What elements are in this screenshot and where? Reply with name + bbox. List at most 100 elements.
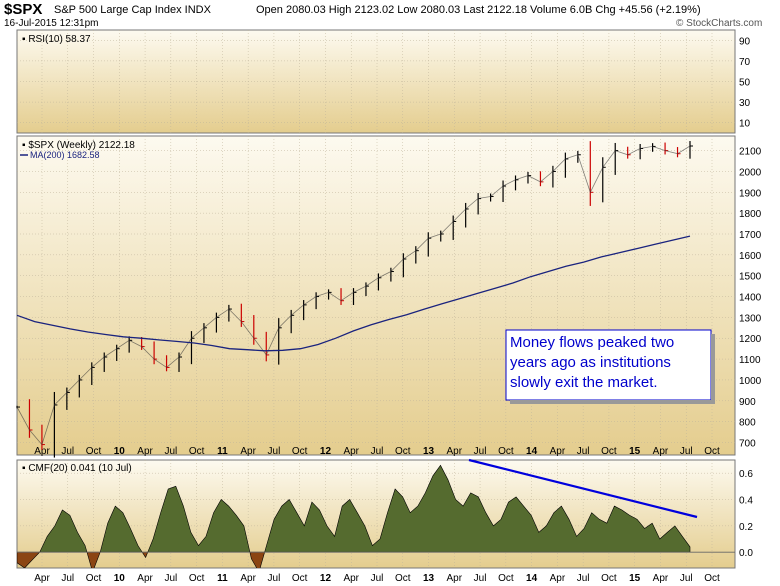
x-tick-label: 12 <box>320 446 332 457</box>
x-tick-label: Apr <box>653 573 669 584</box>
price-y-tick: 1700 <box>739 230 762 241</box>
cmf-area-positive <box>17 464 691 553</box>
x-tick-label: 14 <box>526 446 538 457</box>
x-tick-label: Oct <box>86 446 102 457</box>
price-y-tick: 1800 <box>739 209 762 220</box>
annotation-text: slowly exit the market. <box>510 374 658 391</box>
price-y-tick: 1100 <box>739 355 761 366</box>
x-tick-label: Apr <box>550 446 566 457</box>
rsi-panel-bg <box>16 29 736 134</box>
x-tick-label: Jul <box>268 573 281 584</box>
x-tick-label: Apr <box>34 573 50 584</box>
x-tick-label: Oct <box>395 446 411 457</box>
rsi-label: ▪ RSI(10) 58.37 <box>22 34 91 45</box>
price-panel-bg <box>16 135 736 456</box>
x-tick-label: Jul <box>371 573 384 584</box>
x-tick-label: Oct <box>395 573 411 584</box>
x-tick-label: Jul <box>680 573 693 584</box>
x-tick-label: Apr <box>343 573 359 584</box>
annotation-shadow <box>711 334 715 404</box>
x-tick-label: Oct <box>498 446 514 457</box>
x-tick-label: 11 <box>217 446 228 457</box>
x-tick-label: Jul <box>61 573 74 584</box>
x-tick-label: 10 <box>114 573 126 584</box>
rsi-y-tick: 50 <box>739 78 751 89</box>
price-y-tick: 1600 <box>739 251 762 262</box>
x-tick-label: Apr <box>653 446 669 457</box>
annotation-text: years ago as institutions <box>510 354 671 371</box>
price-y-tick: 1200 <box>739 334 762 345</box>
annotation-shadow <box>510 400 715 404</box>
cmf-trend-line <box>468 458 698 519</box>
price-stats: Open 2080.03 High 2123.02 Low 2080.03 La… <box>256 4 701 16</box>
x-tick-label: Apr <box>240 573 256 584</box>
x-tick-label: Apr <box>137 573 153 584</box>
x-tick-label: Jul <box>474 446 487 457</box>
price-series-label: ▪ $SPX (Weekly) 2122.18 <box>22 140 135 151</box>
x-tick-label: Jul <box>577 446 590 457</box>
x-tick-label: Oct <box>601 573 617 584</box>
x-tick-label: Jul <box>371 446 384 457</box>
x-tick-label: Oct <box>601 446 617 457</box>
x-tick-label: Jul <box>164 573 177 584</box>
x-tick-label: Oct <box>704 573 720 584</box>
price-series-line <box>16 145 691 446</box>
price-y-tick: 800 <box>739 418 756 429</box>
rsi-y-tick: 10 <box>739 119 751 130</box>
x-tick-label: Apr <box>550 573 566 584</box>
x-tick-label: Oct <box>704 446 720 457</box>
x-tick-label: Apr <box>137 446 153 457</box>
price-y-tick: 1500 <box>739 272 762 283</box>
x-tick-label: Jul <box>474 573 487 584</box>
index-name: S&P 500 Large Cap Index INDX <box>54 4 211 16</box>
x-tick-label: Jul <box>164 446 177 457</box>
x-tick-label: Jul <box>680 446 693 457</box>
symbol-title: $SPX <box>4 1 43 18</box>
cmf-y-tick: 0.6 <box>739 469 753 480</box>
x-tick-label: 13 <box>423 446 435 457</box>
x-tick-label: Apr <box>343 446 359 457</box>
annotation-text: Money flows peaked two <box>510 334 674 351</box>
price-y-tick: 1400 <box>739 293 762 304</box>
rsi-y-tick: 70 <box>739 57 751 68</box>
annotation-box <box>505 329 712 401</box>
x-tick-label: 11 <box>217 573 228 584</box>
brand-watermark: © StockCharts.com <box>676 18 763 29</box>
x-tick-label: Apr <box>447 446 463 457</box>
x-tick-label: Apr <box>447 573 463 584</box>
ma200-label: MA(200) 1682.58 <box>30 150 100 160</box>
price-y-tick: 1300 <box>739 313 762 324</box>
x-tick-label: 15 <box>629 573 641 584</box>
price-y-tick: 1000 <box>739 376 762 387</box>
price-y-tick: 2000 <box>739 167 762 178</box>
x-tick-label: Apr <box>34 446 50 457</box>
rsi-y-tick: 90 <box>739 36 751 47</box>
x-tick-label: Apr <box>240 446 256 457</box>
x-tick-label: Oct <box>292 446 308 457</box>
price-y-tick: 2100 <box>739 147 762 158</box>
x-tick-label: 10 <box>114 446 126 457</box>
cmf-y-tick: 0.2 <box>739 522 753 533</box>
cmf-y-tick: 0.4 <box>739 496 753 507</box>
x-tick-label: 14 <box>526 573 538 584</box>
rsi-y-tick: 30 <box>739 98 751 109</box>
price-y-tick: 1900 <box>739 188 762 199</box>
timestamp: 16-Jul-2015 12:31pm <box>4 18 99 29</box>
cmf-label: ▪ CMF(20) 0.041 (10 Jul) <box>22 463 132 474</box>
x-tick-label: Jul <box>268 446 281 457</box>
x-tick-label: Jul <box>61 446 74 457</box>
x-tick-label: Jul <box>577 573 590 584</box>
price-y-tick: 700 <box>739 438 756 449</box>
x-tick-label: Oct <box>189 573 205 584</box>
x-tick-label: 15 <box>629 446 641 457</box>
x-tick-label: Oct <box>498 573 514 584</box>
x-tick-label: Oct <box>292 573 308 584</box>
x-tick-label: Oct <box>189 446 205 457</box>
cmf-y-tick: 0.0 <box>739 548 753 559</box>
x-tick-label: 12 <box>320 573 332 584</box>
x-tick-label: 13 <box>423 573 435 584</box>
ma200-line <box>16 235 691 352</box>
price-y-tick: 900 <box>739 397 756 408</box>
x-tick-label: Oct <box>86 573 102 584</box>
